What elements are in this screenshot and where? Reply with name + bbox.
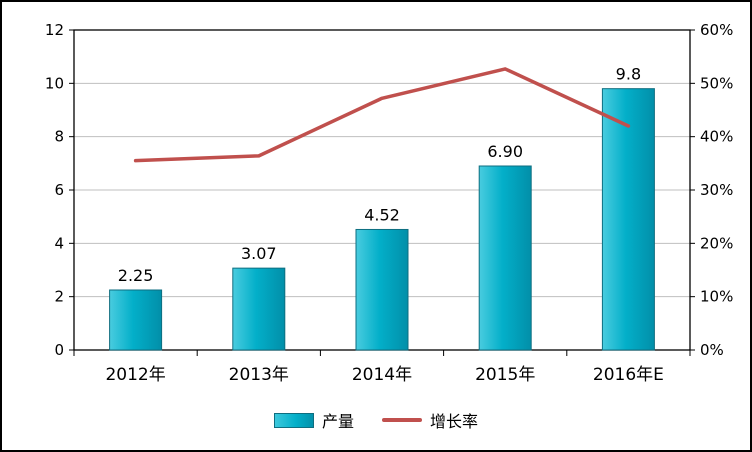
bar-value-label: 2.25 <box>118 266 154 285</box>
right-axis-tick-label: 0% <box>700 341 724 359</box>
bar-value-label: 6.90 <box>487 142 523 161</box>
left-axis-labels: 0 2 4 6 8 10 12 <box>45 21 74 359</box>
left-axis-tick-label: 0 <box>54 341 64 359</box>
bar-value-label: 4.52 <box>364 205 400 224</box>
x-axis-label: 2014年 <box>352 365 412 385</box>
right-axis-labels: 0% 10% 20% 30% 40% 50% 60% <box>690 21 733 359</box>
bar-series <box>109 88 655 351</box>
x-axis-labels: 2012年 2013年 2014年 2015年 2016年E <box>105 365 663 385</box>
x-axis-ticks <box>73 350 691 356</box>
x-axis-label: 2013年 <box>229 365 289 385</box>
legend-label-production: 产量 <box>321 412 354 431</box>
line-series <box>133 67 631 163</box>
x-axis-label: 2012年 <box>105 365 165 385</box>
right-axis-tick-label: 10% <box>700 288 733 306</box>
right-axis-tick-label: 60% <box>700 21 733 39</box>
right-axis-tick-label: 30% <box>700 181 733 199</box>
x-axis-label: 2015年 <box>475 365 535 385</box>
growth-rate-line <box>133 67 631 163</box>
bar-2013年 <box>232 267 286 351</box>
right-axis-tick-label: 40% <box>700 128 733 146</box>
legend-item-production: 产量 <box>273 408 354 432</box>
left-axis-tick-label: 8 <box>54 128 64 146</box>
combo-chart: 0 2 4 6 8 10 12 0% 10% 20% 30% 40% 50% 60% 2.25 3.07 4… <box>45 21 733 385</box>
bar-2014年 <box>355 228 409 351</box>
left-axis-tick-label: 4 <box>54 234 64 252</box>
line-swatch-icon <box>382 418 422 422</box>
bar-2015年 <box>478 165 532 351</box>
legend-label-growth-rate: 增长率 <box>430 412 479 431</box>
bar-value-label: 9.8 <box>616 65 641 84</box>
right-axis-tick-label: 50% <box>700 74 733 92</box>
left-axis-tick-label: 6 <box>54 181 64 199</box>
bar-data-labels: 2.25 3.07 4.52 6.90 9.8 <box>118 65 641 285</box>
bar-2012年 <box>109 289 163 351</box>
legend: 产量 增长率 <box>2 408 750 432</box>
bar-swatch-icon <box>273 412 314 428</box>
bar-2016年E <box>601 88 655 351</box>
bar-value-label: 3.07 <box>241 244 277 263</box>
right-axis-tick-label: 20% <box>700 234 733 252</box>
left-axis-tick-label: 10 <box>45 74 64 92</box>
left-axis-tick-label: 2 <box>54 288 64 306</box>
x-axis-label: 2016年E <box>593 365 664 385</box>
legend-item-growth-rate: 增长率 <box>382 408 478 432</box>
left-axis-tick-label: 12 <box>45 21 64 39</box>
